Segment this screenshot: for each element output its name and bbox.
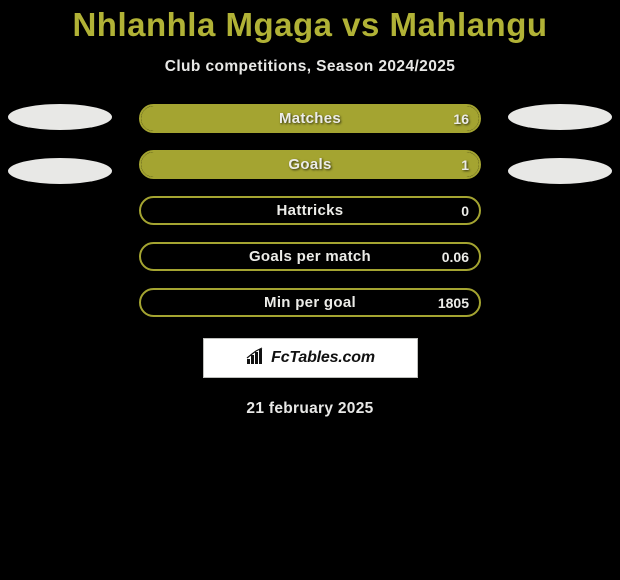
stat-bar-label: Matches	[141, 106, 479, 131]
page-subtitle: Club competitions, Season 2024/2025	[0, 58, 620, 76]
ellipse-shape	[508, 104, 612, 130]
ellipse-shape	[8, 158, 112, 184]
snapshot-date: 21 february 2025	[0, 400, 620, 418]
right-player-shape	[508, 104, 612, 184]
stat-bar-label: Min per goal	[141, 290, 479, 315]
bar-chart-icon	[245, 347, 267, 370]
page-title: Nhlanhla Mgaga vs Mahlangu	[0, 0, 620, 44]
stat-bar-value: 0	[461, 198, 469, 223]
left-player-shape	[8, 104, 112, 184]
stat-bars: Matches16 Goals1 Hattricks0 Goals per match…	[139, 104, 481, 317]
stat-bar-label: Hattricks	[141, 198, 479, 223]
stat-bar-label: Goals	[141, 152, 479, 177]
stat-bar-value: 1	[461, 152, 469, 177]
comparison-arena: Matches16 Goals1 Hattricks0 Goals per match…	[0, 104, 620, 324]
stat-bar: Goals per match0.06	[139, 242, 481, 271]
stat-bar: Matches16	[139, 104, 481, 133]
branding-text: FcTables.com	[271, 349, 375, 367]
ellipse-shape	[508, 158, 612, 184]
ellipse-shape	[8, 104, 112, 130]
stat-bar-label: Goals per match	[141, 244, 479, 269]
stat-bar-value: 0.06	[442, 244, 469, 269]
stat-bar: Hattricks0	[139, 196, 481, 225]
stat-bar: Min per goal1805	[139, 288, 481, 317]
stat-bar-value: 16	[453, 106, 469, 131]
stat-bar: Goals1	[139, 150, 481, 179]
branding-box: FcTables.com	[203, 338, 418, 378]
stat-bar-value: 1805	[438, 290, 469, 315]
